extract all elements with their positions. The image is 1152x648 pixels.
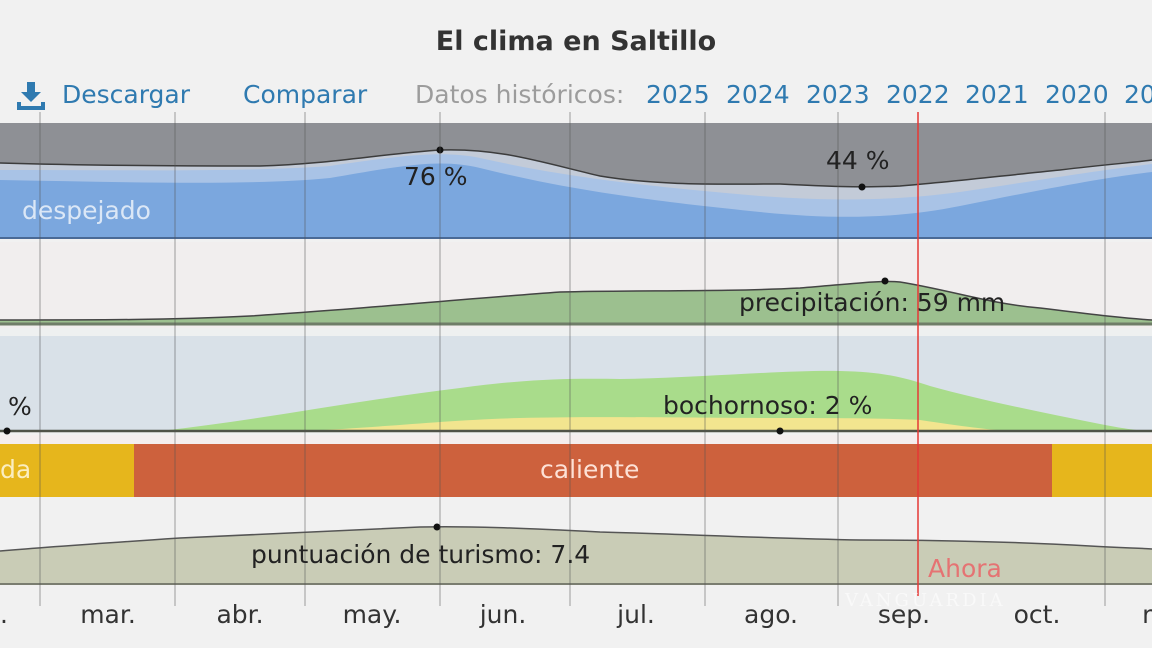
year-link-2023[interactable]: 2023	[806, 80, 870, 109]
cloud-peak-label: 76 %	[404, 162, 468, 191]
humidity-dot	[776, 427, 784, 435]
tourism-band	[0, 523, 1152, 585]
cloud-peak-dot	[436, 146, 444, 154]
hot-label: caliente	[540, 455, 640, 484]
humidity-band	[0, 328, 1152, 435]
download-link[interactable]: Descargar	[62, 80, 191, 109]
month-label-jun: jun.	[479, 600, 527, 629]
grid-lines	[39, 112, 1106, 606]
humidity-left-label: %	[8, 392, 32, 421]
tourism-label: puntuación de turismo: 7.4	[251, 540, 591, 569]
humidity-left-dot	[3, 427, 11, 435]
clear-label: despejado	[22, 196, 151, 225]
year-link-2019[interactable]: 20	[1124, 80, 1152, 109]
download-icon[interactable]	[16, 82, 46, 110]
month-label-sep: sep.	[877, 600, 931, 629]
year-link-2025[interactable]: 2025	[646, 80, 710, 109]
historical-data-label: Datos históricos:	[415, 80, 625, 109]
year-link-2020[interactable]: 2020	[1045, 80, 1109, 109]
temperature-band	[0, 435, 1152, 497]
precipitation-band	[0, 242, 1152, 328]
page-title: El clima en Saltillo	[435, 26, 717, 57]
cloud-low-label: 44 %	[826, 146, 890, 175]
muggy-label: bochornoso: 2 %	[663, 391, 873, 420]
month-label-feb: .	[0, 600, 8, 629]
month-label-oct: oct.	[1013, 600, 1061, 629]
year-link-2021[interactable]: 2021	[965, 80, 1029, 109]
month-label-ago: ago.	[744, 600, 798, 629]
month-label-nov: n	[1142, 600, 1152, 629]
toolbar: Descargar Comparar Datos históricos: 202…	[0, 80, 1152, 114]
month-label-may: may.	[342, 600, 402, 629]
warm-label-left: da	[0, 455, 32, 484]
year-link-2024[interactable]: 2024	[726, 80, 790, 109]
precip-peak-dot	[881, 277, 889, 285]
year-link-2022[interactable]: 2022	[886, 80, 950, 109]
cloud-band	[0, 123, 1152, 239]
month-label-jul: jul.	[617, 600, 655, 629]
precipitation-label: precipitación: 59 mm	[739, 288, 1006, 317]
now-label: Ahora	[928, 554, 1002, 583]
compare-link[interactable]: Comparar	[243, 80, 368, 109]
watermark: VANGUARDIA	[845, 590, 1006, 611]
month-label-abr: abr.	[216, 600, 264, 629]
cloud-low-dot	[858, 183, 866, 191]
tourism-peak-dot	[433, 523, 441, 531]
month-label-mar: mar.	[80, 600, 136, 629]
